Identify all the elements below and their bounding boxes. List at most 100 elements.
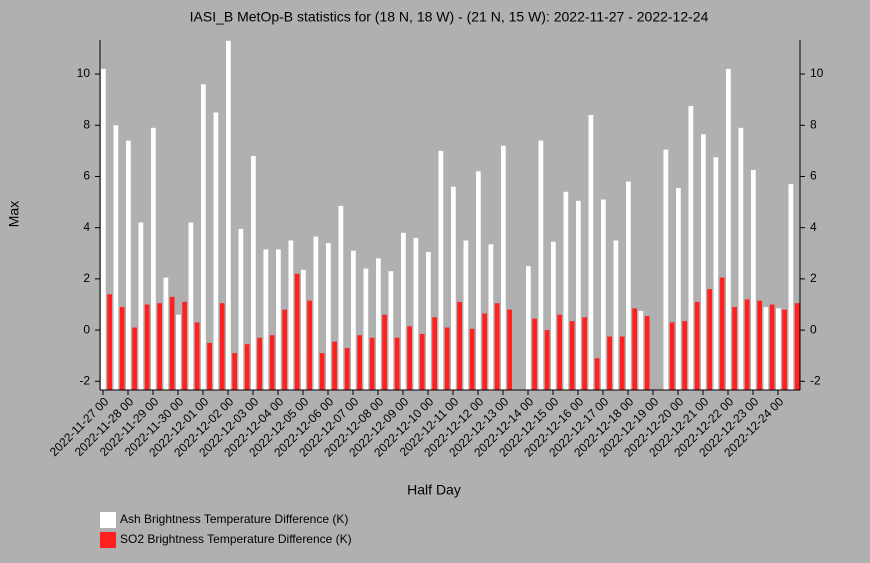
bar [663,149,669,390]
bar [351,250,356,390]
bar [494,303,500,390]
bar [413,237,419,390]
legend-swatch [100,532,116,548]
bar [307,300,312,390]
bar [738,127,744,391]
y-tick-label: 4 [83,220,90,234]
y-tick-label-right: 2 [810,271,817,285]
bar [219,303,225,390]
bar [382,314,387,390]
bar [213,112,219,390]
bar [401,232,406,390]
bar [594,358,600,390]
bar [719,277,725,390]
bar [163,277,169,390]
bar [476,171,481,390]
bar [119,307,125,390]
bar [107,294,112,390]
bar [726,68,731,390]
bar [638,310,644,390]
bar [669,322,675,390]
bar [301,269,306,390]
bar [394,337,400,390]
bar [588,115,594,391]
bar [632,308,637,390]
bar [532,318,537,390]
bar [444,327,450,390]
bar [794,303,800,390]
bar [676,187,681,390]
bar [707,289,712,390]
bar [338,205,344,390]
bar [376,258,381,390]
y-tick-label: 6 [83,169,90,183]
y-axis-label: Max [6,201,22,227]
bar [619,336,625,390]
bar [538,140,544,390]
bar [326,243,331,390]
y-tick-label-right: 10 [810,66,824,80]
y-tick-label: 0 [83,322,90,336]
legend-swatch [100,512,116,528]
bar [357,335,362,390]
legend-label: Ash Brightness Temperature Difference (K… [120,512,348,526]
bar [132,327,137,390]
bar [688,106,694,390]
bar [613,240,619,390]
bar [194,322,200,390]
bar [626,181,631,390]
bar [257,337,262,390]
y-tick-label-right: 4 [810,220,817,234]
bar [576,200,581,390]
bar [332,341,337,390]
bar [782,309,787,390]
bar [244,344,250,390]
bar [419,333,425,390]
bar [751,170,756,390]
y-tick-label-right: 8 [810,117,817,131]
bar [501,145,506,390]
bar [763,307,769,390]
bar [788,184,794,390]
bar [457,301,462,390]
bar [582,317,587,390]
bar [488,244,494,390]
bar [569,321,575,390]
bar [601,199,606,390]
y-tick-label-right: 6 [810,169,817,183]
bar [251,155,256,390]
bar [276,249,281,390]
bar [151,127,156,391]
bar [101,68,106,390]
bar [269,335,275,390]
bar [294,273,300,390]
chart-title: IASI_B MetOp-B statistics for (18 N, 18 … [190,9,709,25]
bar [369,337,375,390]
bar [482,313,487,390]
y-tick-label: 2 [83,271,90,285]
bar [319,353,325,390]
bar [432,317,437,390]
bar [388,271,394,390]
bar [507,309,512,390]
bar [344,348,350,390]
y-tick-label: 10 [77,66,91,80]
bar [157,303,162,390]
bar [226,40,231,391]
bar [201,84,206,391]
bar [463,240,469,390]
bar [176,314,181,390]
y-tick-label-right: 0 [810,322,817,336]
bar [407,326,412,390]
bar [757,300,762,390]
bar [701,134,706,390]
bar [744,299,750,390]
y-tick-label: -2 [79,373,90,387]
bar [232,353,237,390]
bar [682,321,687,390]
bar [426,251,431,390]
bar [169,296,175,390]
bar [732,307,737,390]
bar [438,150,444,390]
